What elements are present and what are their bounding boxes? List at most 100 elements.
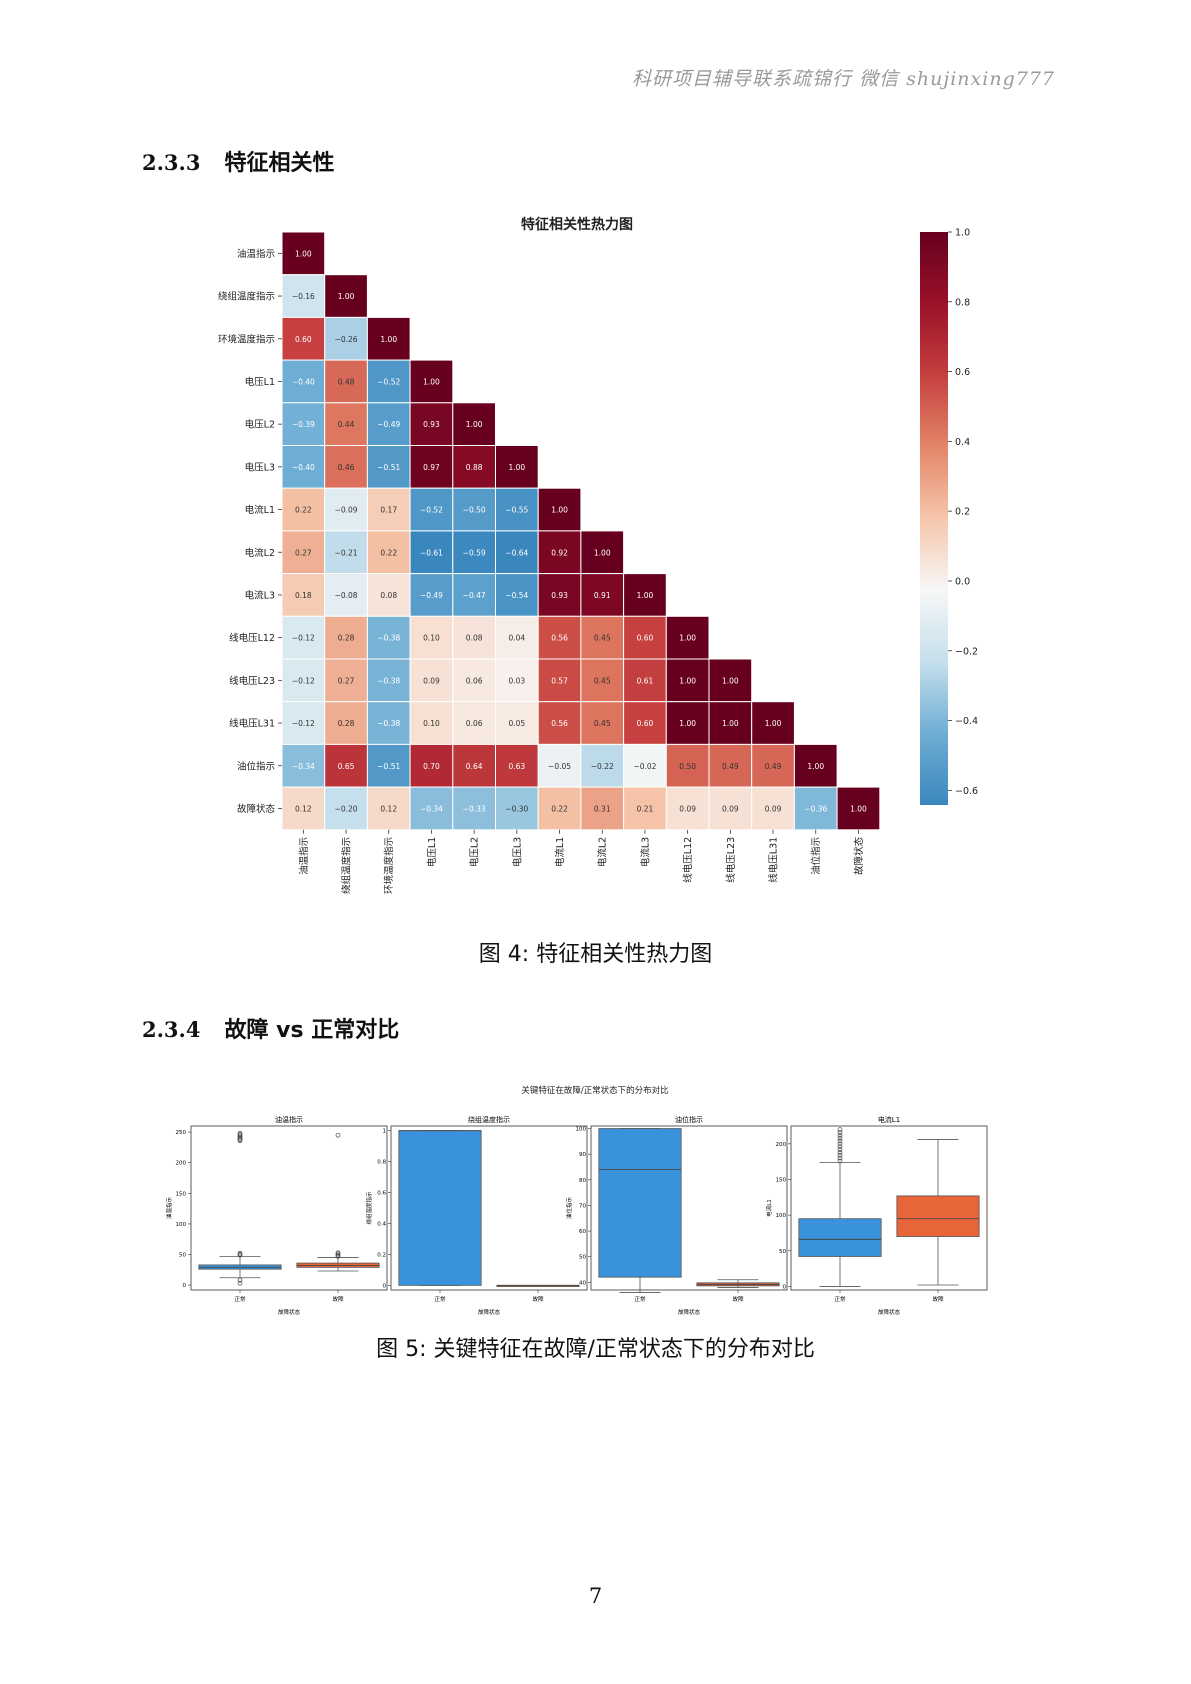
heatmap-cell <box>537 573 582 617</box>
heatmap-cell <box>836 786 881 831</box>
heatmap-column-label: 电流L1 <box>554 837 566 867</box>
heatmap-cell-value: −0.09 <box>335 506 358 515</box>
heatmap-cell-value: 0.50 <box>679 762 696 771</box>
heatmap-cell-value: 0.93 <box>551 591 568 600</box>
heatmap-cell-value: 0.56 <box>551 634 568 643</box>
heatmap-cell <box>495 701 539 745</box>
heatmap-cell <box>281 231 326 276</box>
heatmap-cell-value: 1.00 <box>594 548 611 557</box>
heatmap-title: 特征相关性热力图 <box>521 216 633 233</box>
heatmap-column-label: 线电压L23 <box>725 837 737 883</box>
heatmap-cell-value: 0.61 <box>637 676 654 685</box>
heatmap-cell <box>580 786 625 831</box>
heatmap-row-label: 环境温度指示 <box>218 333 275 345</box>
heatmap-cell-value: 0.49 <box>722 762 739 771</box>
heatmap-cell-value: 0.12 <box>295 804 312 813</box>
heatmap-cell <box>366 530 411 575</box>
panel-title: 油位指示 <box>675 1115 703 1124</box>
heatmap-cell <box>281 573 326 617</box>
heatmap-column-label: 电压L3 <box>511 837 523 867</box>
heatmap-cell-value: 0.17 <box>380 506 397 515</box>
heatmap-cell <box>409 786 454 831</box>
y-tick-label: 200 <box>176 1161 187 1167</box>
x-axis-label: 故障状态 <box>878 1308 901 1316</box>
section-title: 特征相关性 <box>224 151 335 176</box>
x-tick-label: 故障 <box>732 1295 744 1303</box>
outlier-point <box>837 1127 843 1132</box>
heatmap-cell-value: 0.09 <box>679 804 696 813</box>
heatmap-cell-value: 0.05 <box>508 719 525 728</box>
colorbar-tick-label: −0.6 <box>955 786 978 797</box>
heatmap-cell-value: −0.61 <box>420 548 443 557</box>
heatmap-row-label: 油位指示 <box>237 760 275 772</box>
heatmap-cell-value: 0.88 <box>466 463 483 472</box>
heatmap-cell <box>580 701 625 745</box>
y-axis-label: 油温指示 <box>165 1197 173 1220</box>
heatmap-cell-value: −0.64 <box>505 548 528 557</box>
heatmap-cell-value: 0.09 <box>722 804 739 813</box>
section-number: 2.3.3 <box>142 150 201 175</box>
heatmap-cell-value: −0.40 <box>292 463 315 472</box>
heatmap-colorbar: 1.0 0.8 0.6 0.4 0.2 0.0 −0.2 −0.4 −0.6 <box>920 228 978 805</box>
outlier-point <box>837 1158 843 1164</box>
y-tick-label: 80 <box>579 1178 586 1184</box>
heatmap-cell <box>537 786 582 831</box>
heatmap-cell-value: 0.06 <box>466 676 483 685</box>
heatmap-cell-value: −0.34 <box>292 762 315 771</box>
heatmap-cell-value: 0.56 <box>551 719 568 728</box>
x-tick-label: 故障 <box>332 1295 344 1303</box>
heatmap-row-label: 线电压L23 <box>229 675 275 687</box>
y-tick-label: 70 <box>579 1203 586 1209</box>
heatmap-cell <box>751 701 795 745</box>
heatmap-cell <box>324 487 368 532</box>
y-tick-label: 0.8 <box>377 1160 386 1166</box>
heatmap-cell <box>665 743 710 788</box>
heatmap-cell-value: 0.28 <box>338 634 355 643</box>
heatmap-row-label: 电流L1 <box>245 504 275 516</box>
heatmap-cell-value: 1.00 <box>679 676 696 685</box>
y-axis-label: 电流L1 <box>765 1199 773 1217</box>
heatmap-cell-value: 0.45 <box>594 719 611 728</box>
outlier-point <box>237 1280 243 1286</box>
heatmap-row-label: 电压L3 <box>245 461 275 473</box>
heatmap-cell <box>452 445 496 489</box>
heatmap-cell-value: −0.52 <box>420 506 443 515</box>
heatmap-cell-value: 0.22 <box>380 548 397 557</box>
heatmap-row-label: 线电压L12 <box>229 632 275 644</box>
heatmap-cell-value: 1.00 <box>637 591 654 600</box>
heatmap-cell-value: 1.00 <box>338 292 355 301</box>
heatmap-column-label: 环境温度指示 <box>383 837 395 894</box>
heatmap-cell-value: 0.10 <box>423 719 440 728</box>
figure-5-caption: 图 5: 关键特征在故障/正常状态下的分布对比 <box>376 1337 815 1362</box>
heatmap-cell-value: 1.00 <box>380 335 397 344</box>
heatmap-cell-value: −0.38 <box>377 719 400 728</box>
heatmap-cell-value: 0.63 <box>508 762 525 771</box>
heatmap-cell-value: 0.06 <box>466 719 483 728</box>
heatmap-cell <box>495 573 539 617</box>
y-tick-label: 0 <box>383 1283 387 1289</box>
header-note: 科研项目辅导联系疏锦行 微信 shujinxing777 <box>632 68 1055 90</box>
heatmap-row-label: 电流L3 <box>245 589 275 601</box>
heatmap-cell-value: 0.22 <box>551 804 568 813</box>
heatmap-cell-value: 0.45 <box>594 676 611 685</box>
heatmap-cell-value: 0.70 <box>423 762 440 771</box>
heatmap-cell <box>324 359 368 404</box>
heatmap-cell <box>281 487 326 532</box>
heatmap-cell <box>665 615 710 660</box>
heatmap-cell-value: 0.60 <box>637 634 654 643</box>
heatmap-cell-value: 0.97 <box>423 463 440 472</box>
heatmap-cell-value: −0.21 <box>335 548 358 557</box>
outlier-point <box>837 1144 843 1150</box>
heatmap-cell-value: 0.31 <box>594 804 611 813</box>
heatmap-cell <box>623 743 667 788</box>
panel-title: 绕组温度指示 <box>468 1115 510 1124</box>
boxplot-comparison-figure: 关键特征在故障/正常状态下的分布对比 油温指示050100150200250油温… <box>165 1085 988 1316</box>
heatmap-cell <box>793 786 838 831</box>
section-heading-2-3-3: 2.3.3 特征相关性 <box>142 145 334 177</box>
colorbar-tick-label: 1.0 <box>955 228 970 239</box>
box-iqr <box>896 1195 980 1237</box>
heatmap-cell-value: 0.08 <box>380 591 397 600</box>
heatmap-cell <box>324 402 368 447</box>
